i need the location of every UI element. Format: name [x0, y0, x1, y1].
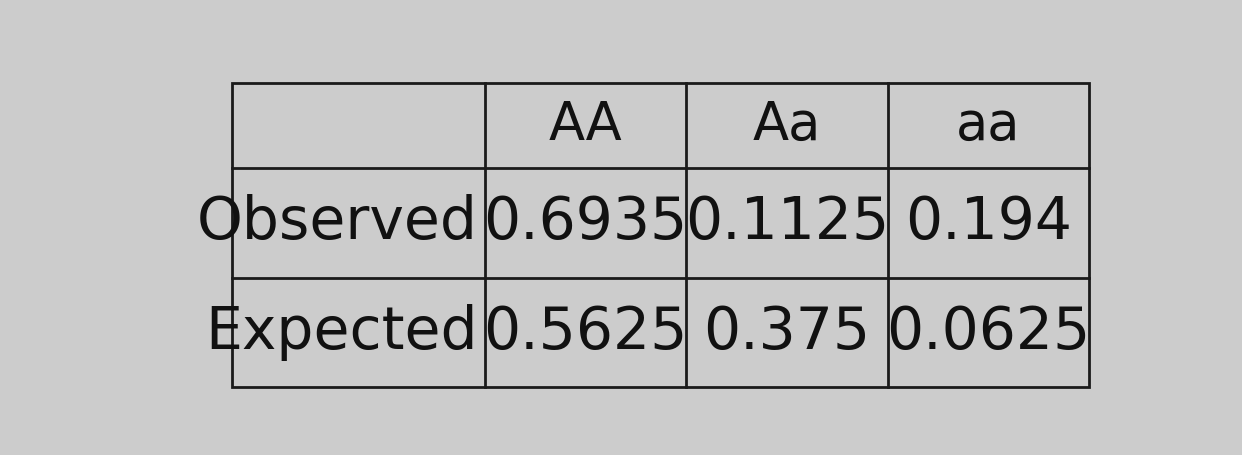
Text: 0.375: 0.375: [703, 304, 871, 361]
Bar: [232, 83, 1089, 388]
Text: AA: AA: [549, 99, 622, 152]
Text: 0.5625: 0.5625: [483, 304, 688, 361]
Text: 0.194: 0.194: [904, 194, 1072, 251]
Text: 0.6935: 0.6935: [483, 194, 688, 251]
Text: Expected: Expected: [205, 304, 477, 361]
Text: Aa: Aa: [753, 99, 821, 152]
Text: aa: aa: [956, 99, 1021, 152]
Text: 0.0625: 0.0625: [886, 304, 1090, 361]
Text: Observed: Observed: [196, 194, 477, 251]
Text: 0.1125: 0.1125: [684, 194, 889, 251]
